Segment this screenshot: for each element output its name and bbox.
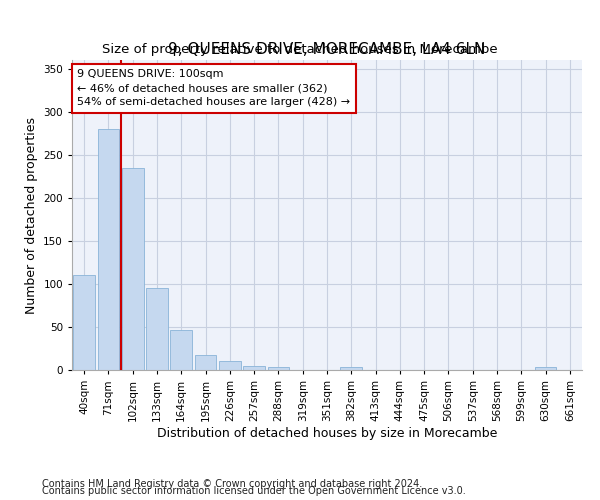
Bar — [97, 129, 119, 370]
Bar — [194, 354, 217, 370]
Y-axis label: Number of detached properties: Number of detached properties — [25, 116, 38, 314]
Bar — [535, 366, 556, 370]
Bar — [73, 276, 95, 370]
X-axis label: Distribution of detached houses by size in Morecambe: Distribution of detached houses by size … — [157, 426, 497, 440]
Bar — [146, 288, 168, 370]
Text: 9 QUEENS DRIVE: 100sqm
← 46% of detached houses are smaller (362)
54% of semi-de: 9 QUEENS DRIVE: 100sqm ← 46% of detached… — [77, 70, 350, 108]
Bar — [340, 366, 362, 370]
Bar — [268, 366, 289, 370]
Text: Size of property relative to detached houses in Morecambe: Size of property relative to detached ho… — [102, 42, 498, 56]
Bar — [170, 330, 192, 370]
Bar — [122, 168, 143, 370]
Text: Contains HM Land Registry data © Crown copyright and database right 2024.: Contains HM Land Registry data © Crown c… — [42, 479, 422, 489]
Title: 9, QUEENS DRIVE, MORECAMBE, LA4 6LN: 9, QUEENS DRIVE, MORECAMBE, LA4 6LN — [169, 42, 485, 58]
Text: Contains public sector information licensed under the Open Government Licence v3: Contains public sector information licen… — [42, 486, 466, 496]
Bar — [219, 360, 241, 370]
Bar — [243, 366, 265, 370]
